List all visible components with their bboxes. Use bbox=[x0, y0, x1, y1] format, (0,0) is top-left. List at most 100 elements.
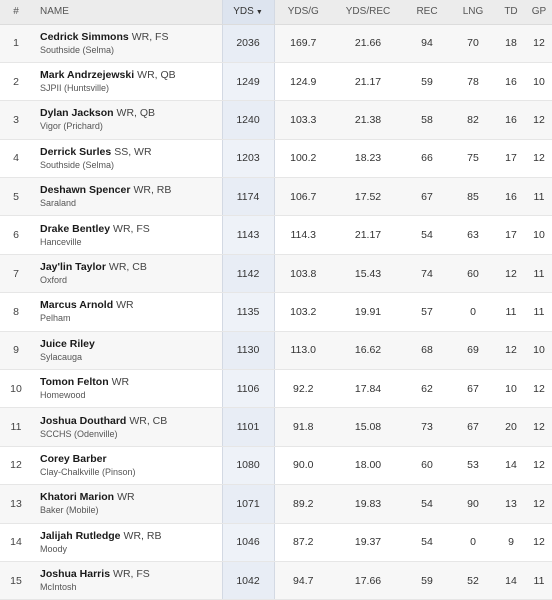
yds-per-rec-cell: 18.23 bbox=[332, 139, 404, 179]
yds-per-game-cell: 124.9 bbox=[274, 62, 332, 102]
rank-cell: 2 bbox=[0, 62, 32, 102]
yds-per-game-cell: 91.8 bbox=[274, 407, 332, 447]
player-name-link[interactable]: Dylan Jackson bbox=[40, 107, 114, 120]
yds-per-rec-cell: 17.84 bbox=[332, 369, 404, 409]
column-header-yds-per-rec[interactable]: YDS/REC bbox=[332, 0, 404, 25]
player-name-link[interactable]: Mark Andrzejewski bbox=[40, 69, 135, 82]
sort-descending-icon: ▼ bbox=[255, 9, 263, 17]
table-row[interactable]: 1 Cedrick Simmons WR, FS Southside (Selma) 2… bbox=[0, 24, 552, 63]
yds-per-game-cell: 169.7 bbox=[274, 24, 332, 63]
gp-cell: 12 bbox=[526, 100, 552, 140]
player-cell: Joshua Douthard WR, CB SCCHS (Odenville) bbox=[32, 407, 222, 447]
yds-per-game-cell: 92.2 bbox=[274, 369, 332, 409]
yds-per-game-cell: 94.7 bbox=[274, 561, 332, 600]
player-cell: Juice Riley Sylacauga bbox=[32, 331, 222, 371]
yds-per-game-cell: 114.3 bbox=[274, 215, 332, 255]
player-name-link[interactable]: Jay'lin Taylor bbox=[40, 261, 106, 274]
rank-cell: 1 bbox=[0, 24, 32, 63]
player-position: WR bbox=[117, 491, 135, 504]
table-row[interactable]: 13 Khatori Marion WR Baker (Mobile) 1071 89.2… bbox=[0, 484, 552, 524]
table-row[interactable]: 15 Joshua Harris WR, FS McIntosh 1042 94.7 17.… bbox=[0, 561, 552, 600]
player-cell: Deshawn Spencer WR, RB Saraland bbox=[32, 177, 222, 217]
yds-cell: 1143 bbox=[221, 215, 275, 255]
player-cell: Tomon Felton WR Homewood bbox=[32, 369, 222, 409]
player-name-link[interactable]: Jalijah Rutledge bbox=[40, 529, 121, 542]
player-name-link[interactable]: Khatori Marion bbox=[40, 491, 115, 504]
player-position: WR, FS bbox=[113, 568, 150, 581]
player-position: WR bbox=[111, 376, 130, 389]
yds-cell: 2036 bbox=[221, 24, 275, 63]
table-row[interactable]: 12 Corey Barber Clay-Chalkville (Pinson) 10… bbox=[0, 446, 552, 486]
td-cell: 20 bbox=[496, 407, 526, 447]
table-row[interactable]: 9 Juice Riley Sylacauga 1130 113.0 16.62 68 69 1… bbox=[0, 331, 552, 371]
rec-cell: 54 bbox=[404, 523, 450, 562]
td-cell: 16 bbox=[496, 62, 526, 102]
column-header-yds-per-game[interactable]: YDS/G bbox=[274, 0, 332, 25]
player-name-link[interactable]: Deshawn Spencer bbox=[40, 184, 131, 197]
table-row[interactable]: 7 Jay'lin Taylor WR, CB Oxford 1142 103.8 15.4… bbox=[0, 254, 552, 294]
table-row[interactable]: 5 Deshawn Spencer WR, RB Saraland 1174 106.7 1… bbox=[0, 177, 552, 217]
player-name-link[interactable]: Drake Bentley bbox=[40, 222, 111, 235]
player-name-link[interactable]: Tomon Felton bbox=[40, 376, 109, 389]
table-row[interactable]: 3 Dylan Jackson WR, QB Vigor (Prichard) 1240… bbox=[0, 100, 552, 140]
td-cell: 9 bbox=[496, 523, 526, 562]
yds-per-rec-cell: 18.00 bbox=[332, 446, 404, 486]
player-name-link[interactable]: Joshua Douthard bbox=[40, 414, 127, 427]
player-name-link[interactable]: Cedrick Simmons bbox=[40, 30, 129, 43]
yds-per-rec-cell: 17.66 bbox=[332, 561, 404, 600]
table-row[interactable]: 11 Joshua Douthard WR, CB SCCHS (Odenville)… bbox=[0, 407, 552, 447]
column-header-td[interactable]: TD bbox=[496, 0, 526, 25]
column-header-lng[interactable]: LNG bbox=[450, 0, 496, 25]
column-header-rank[interactable]: # bbox=[0, 0, 32, 25]
yds-cell: 1101 bbox=[221, 407, 275, 447]
rec-cell: 59 bbox=[404, 561, 450, 600]
td-cell: 12 bbox=[496, 254, 526, 294]
player-name-link[interactable]: Marcus Arnold bbox=[40, 299, 114, 312]
player-school: Oxford bbox=[40, 275, 68, 286]
rank-cell: 11 bbox=[0, 407, 32, 447]
yds-cell: 1130 bbox=[221, 331, 275, 371]
column-header-rec[interactable]: REC bbox=[404, 0, 450, 25]
yds-per-rec-cell: 15.08 bbox=[332, 407, 404, 447]
player-position: WR, CB bbox=[108, 261, 147, 274]
player-school: SJPII (Huntsville) bbox=[40, 83, 110, 94]
rank-cell: 14 bbox=[0, 523, 32, 562]
td-cell: 10 bbox=[496, 369, 526, 409]
rank-cell: 7 bbox=[0, 254, 32, 294]
player-school: McIntosh bbox=[40, 582, 77, 593]
table-row[interactable]: 14 Jalijah Rutledge WR, RB Moody 1046 87.2 19.… bbox=[0, 523, 552, 562]
rank-cell: 6 bbox=[0, 215, 32, 255]
table-body: 1 Cedrick Simmons WR, FS Southside (Selma) 2… bbox=[0, 24, 552, 600]
gp-cell: 10 bbox=[526, 215, 552, 255]
yds-per-game-cell: 106.7 bbox=[274, 177, 332, 217]
gp-cell: 12 bbox=[526, 139, 552, 179]
player-name-link[interactable]: Joshua Harris bbox=[40, 568, 111, 581]
lng-cell: 90 bbox=[450, 484, 496, 524]
table-row[interactable]: 6 Drake Bentley WR, FS Hanceville 1143 114.3 2… bbox=[0, 215, 552, 255]
player-name-link[interactable]: Juice Riley bbox=[40, 337, 95, 350]
player-name-link[interactable]: Derrick Surles bbox=[40, 145, 112, 158]
table-row[interactable]: 4 Derrick Surles SS, WR Southside (Selma) 12… bbox=[0, 139, 552, 179]
yds-per-rec-cell: 21.38 bbox=[332, 100, 404, 140]
rank-cell: 8 bbox=[0, 292, 32, 332]
player-cell: Dylan Jackson WR, QB Vigor (Prichard) bbox=[32, 100, 222, 140]
table-row[interactable]: 2 Mark Andrzejewski WR, QB SJPII (Huntsvill… bbox=[0, 62, 552, 102]
column-header-yds[interactable]: YDS ▼ bbox=[221, 0, 275, 25]
player-school: Southside (Selma) bbox=[40, 159, 115, 170]
column-header-name[interactable]: NAME bbox=[32, 0, 222, 25]
yds-per-rec-cell: 17.52 bbox=[332, 177, 404, 217]
table-row[interactable]: 8 Marcus Arnold WR Pelham 1135 103.2 19.91 57 0 1… bbox=[0, 292, 552, 332]
yds-cell: 1135 bbox=[221, 292, 275, 332]
lng-cell: 67 bbox=[450, 407, 496, 447]
yds-per-rec-cell: 21.17 bbox=[332, 62, 404, 102]
rec-cell: 68 bbox=[404, 331, 450, 371]
yds-cell: 1240 bbox=[221, 100, 275, 140]
td-cell: 14 bbox=[496, 561, 526, 600]
table-row[interactable]: 10 Tomon Felton WR Homewood 1106 92.2 17.84 62 6… bbox=[0, 369, 552, 409]
rec-cell: 66 bbox=[404, 139, 450, 179]
player-position: WR, FS bbox=[113, 222, 150, 235]
column-header-gp[interactable]: GP bbox=[526, 0, 552, 25]
player-school: Southside (Selma) bbox=[40, 44, 115, 55]
player-name-link[interactable]: Corey Barber bbox=[40, 452, 107, 465]
